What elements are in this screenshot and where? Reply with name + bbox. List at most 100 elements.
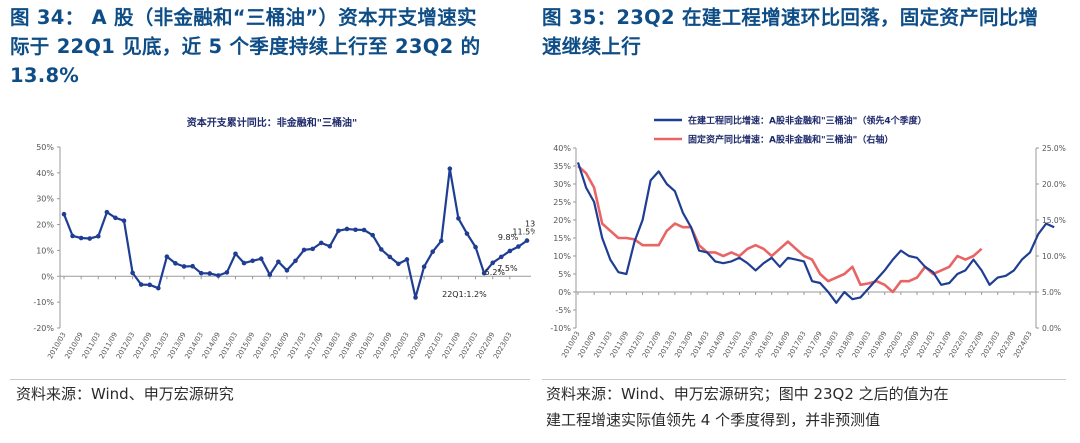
right-source-divider	[542, 379, 1066, 380]
left-data-point	[130, 270, 135, 276]
left-data-point	[481, 270, 487, 276]
left-y-tick-label: 10%	[36, 246, 54, 255]
right-panel-title: 图 35：23Q2 在建工程增速环比回落，固定资产同比增 速继续上行	[542, 3, 1067, 61]
left-data-label: 11.5%	[512, 228, 535, 237]
right-y-tick-label: 5%	[558, 270, 571, 279]
left-data-point	[113, 215, 118, 221]
left-data-point	[387, 254, 393, 260]
left-data-point	[207, 271, 213, 276]
right-y2-tick-label: 25.0%	[1042, 144, 1066, 153]
left-data-point	[327, 243, 333, 249]
right-y-tick-label: 15%	[553, 234, 571, 243]
right-y2-tick-label: 0.0%	[1042, 324, 1061, 333]
left-data-point	[61, 211, 67, 217]
left-y-tick-label: 0%	[41, 272, 54, 281]
left-title-line-2: 际于 22Q1 见底，近 5 个季度持续上行至 23Q2 的	[10, 35, 481, 58]
left-data-point	[421, 264, 427, 270]
left-series-line	[62, 167, 528, 299]
left-data-point	[507, 248, 513, 254]
left-data-point	[301, 247, 307, 253]
fixed-asset-growth-line	[577, 165, 983, 294]
right-panel: 图 35：23Q2 在建工程增速环比回落，固定资产同比增 速继续上行 在建工程同…	[542, 0, 1067, 443]
left-data-point	[250, 258, 255, 264]
right-y2-tick-label: 15.0%	[1042, 216, 1066, 225]
left-data-point	[147, 282, 153, 288]
left-source-note: 资料来源：Wind、申万宏源研究	[16, 385, 234, 403]
right-y2-tick-label: 20.0%	[1042, 180, 1066, 189]
right-y-tick-label: 10%	[553, 252, 571, 261]
left-data-point	[516, 244, 521, 249]
left-data-point	[284, 268, 290, 273]
left-panel: 图 34： A 股（非金融和“三桶油”）资本开支增速实 际于 22Q1 见底，近…	[10, 0, 535, 443]
left-y-tick-label: 20%	[36, 221, 54, 230]
left-data-point	[216, 273, 221, 278]
left-data-point	[181, 264, 187, 269]
left-y-tick-label: -10%	[33, 298, 54, 307]
left-y-tick-label: 40%	[36, 169, 54, 178]
left-data-point	[224, 270, 230, 275]
left-y-tick-label: 50%	[36, 143, 54, 152]
right-source-note: 资料来源：Wind、申万宏源研究；图中 23Q2 之后的值为在 建工程增速实际值…	[546, 381, 1066, 433]
left-data-point	[267, 272, 273, 278]
left-data-point	[173, 261, 178, 266]
right-title-line-2: 速继续上行	[542, 35, 642, 58]
left-data-point	[370, 232, 375, 238]
left-data-point	[104, 209, 110, 215]
left-title-line-3: 13.8%	[10, 64, 80, 87]
right-y-tick-label: 0%	[558, 288, 571, 297]
left-data-point	[276, 259, 281, 265]
right-y2-tick-label: 5.0%	[1042, 288, 1061, 297]
left-data-point	[258, 256, 264, 262]
left-title-line-1: 图 34： A 股（非金融和“三桶油”）资本开支增速实	[10, 6, 477, 29]
left-data-label: 9.8%	[498, 233, 519, 242]
left-data-point	[456, 216, 461, 221]
right-title-line-1: 图 35：23Q2 在建工程增速环比回落，固定资产同比增	[542, 6, 1039, 29]
right-y2-tick-label: 10.0%	[1042, 252, 1066, 261]
left-data-label: 22Q1:1.2%	[442, 290, 487, 299]
left-data-point	[310, 246, 315, 252]
left-data-point	[95, 233, 101, 239]
left-data-point	[121, 218, 127, 223]
left-data-point	[241, 260, 247, 266]
left-data-point	[404, 257, 410, 262]
right-source-line-2: 建工程增速实际值领先 4 个季度得到，并非预测值	[546, 411, 881, 429]
left-data-point	[396, 261, 401, 267]
left-data-point	[336, 228, 341, 234]
right-y-tick-label: 40%	[553, 144, 571, 153]
left-data-point	[164, 254, 170, 259]
left-data-point	[156, 285, 161, 291]
construction-growth-line	[576, 162, 1055, 304]
left-data-point	[293, 258, 298, 264]
left-data-point	[430, 249, 435, 255]
capex-growth-chart: 资本开支累计同比：非金融和"三桶油" -20% -10% 0% 10% 20% 30% 40%…	[33, 116, 535, 360]
right-source-line-1: 资料来源：Wind、申万宏源研究；图中 23Q2 之后的值为在	[546, 385, 949, 403]
left-data-point	[190, 263, 195, 269]
left-data-point	[361, 227, 367, 233]
left-data-point	[413, 295, 418, 300]
left-data-label: 13.8%	[525, 220, 535, 229]
left-chart-title: 资本开支累计同比：非金融和"三桶油"	[187, 116, 357, 129]
left-data-point	[78, 235, 84, 241]
right-y-tick-label: -10%	[550, 324, 571, 333]
legend-label: 固定资产同比增速：A股非金融和"三桶油"（右轴）	[688, 134, 893, 146]
right-y-tick-label: 20%	[553, 216, 571, 225]
left-data-point	[70, 233, 75, 239]
left-data-point	[490, 260, 496, 266]
legend-label: 在建工程同比增速：A股非金融和"三桶油"（领先4个季度）	[688, 115, 927, 127]
left-data-point	[438, 238, 444, 244]
left-data-point	[378, 247, 384, 252]
left-data-point	[138, 282, 144, 287]
left-panel-title: 图 34： A 股（非金融和“三桶油”）资本开支增速实 际于 22Q1 见底，近…	[10, 3, 535, 90]
left-data-label: 7.5%	[497, 264, 518, 273]
left-y-tick-label: -20%	[33, 324, 54, 333]
right-y-tick-label: -5%	[555, 306, 571, 315]
right-y-tick-label: 35%	[553, 162, 571, 171]
left-data-point	[318, 240, 324, 246]
left-data-point	[198, 270, 204, 276]
left-data-point	[87, 236, 93, 241]
left-data-point	[464, 231, 470, 236]
left-data-point	[498, 254, 504, 260]
left-data-point	[447, 166, 453, 172]
left-y-tick-label: 30%	[36, 195, 54, 204]
left-source-divider	[10, 379, 530, 380]
